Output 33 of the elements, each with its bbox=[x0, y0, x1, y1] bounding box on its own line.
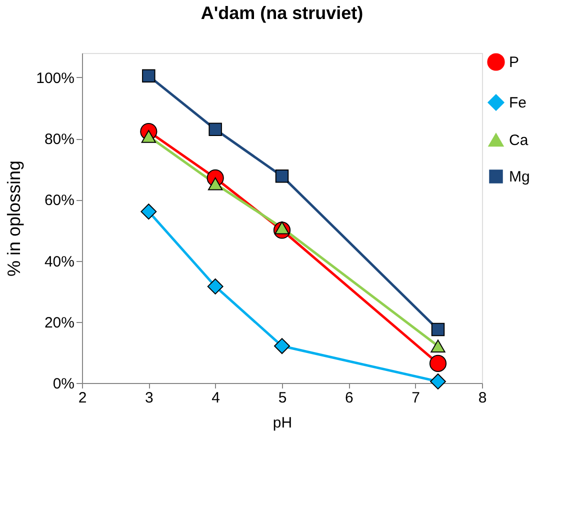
x-tick-label: 8 bbox=[478, 390, 487, 406]
y-tick-label: 80% bbox=[44, 131, 74, 148]
chart-title: A'dam (na struviet) bbox=[200, 3, 364, 23]
point bbox=[208, 122, 222, 136]
y-tick-label: 40% bbox=[44, 253, 74, 270]
point bbox=[431, 322, 445, 336]
point bbox=[274, 338, 290, 354]
x-tick-label: 3 bbox=[144, 390, 154, 406]
point bbox=[274, 221, 290, 234]
x-tick-label: 6 bbox=[344, 390, 354, 406]
y-tick-label: 20% bbox=[44, 314, 74, 332]
point bbox=[430, 340, 446, 352]
x-tick-label: 5 bbox=[278, 390, 287, 406]
legend-label: Fe bbox=[509, 94, 527, 112]
point bbox=[429, 354, 447, 372]
point bbox=[430, 374, 446, 390]
y-tick-label: 60% bbox=[44, 192, 74, 210]
point bbox=[208, 177, 223, 190]
x-axis-title: pH bbox=[272, 414, 292, 432]
point bbox=[141, 130, 156, 143]
legend-label: Ca bbox=[509, 132, 529, 149]
y-axis-title: % in oplossing bbox=[4, 160, 24, 277]
point bbox=[142, 69, 156, 83]
x-tick-label: 7 bbox=[412, 390, 420, 406]
x-tick-label: 4 bbox=[212, 390, 220, 406]
point bbox=[140, 204, 157, 220]
y-tick-label: 100% bbox=[36, 70, 74, 87]
point bbox=[275, 170, 289, 183]
legend-label: Mg bbox=[509, 168, 530, 186]
point bbox=[207, 278, 224, 294]
y-tick-label: 0% bbox=[52, 376, 74, 392]
x-tick-label: 2 bbox=[78, 390, 87, 406]
legend-label: P bbox=[509, 54, 520, 71]
